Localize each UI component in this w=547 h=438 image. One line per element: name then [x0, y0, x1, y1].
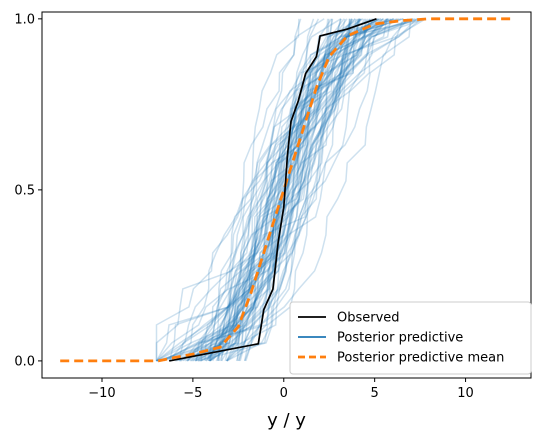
posterior-draw-line [180, 18, 325, 362]
observed-layer [169, 17, 377, 362]
posterior-draw-line [209, 18, 379, 362]
y-tick-label: 1.0 [14, 12, 35, 27]
posterior-draw-line [226, 18, 365, 362]
posterior-draw-line [156, 18, 364, 362]
posterior-draw-line [156, 18, 395, 362]
posterior-mean-line [60, 17, 515, 363]
posterior-draw-line [238, 18, 388, 362]
posterior-draw-line [186, 18, 414, 362]
x-tick-label: 5 [371, 386, 379, 401]
posterior-draw-line [186, 18, 351, 362]
posterior-predictive-draws [155, 18, 426, 362]
posterior-draw-line [197, 18, 426, 362]
posterior-draw-line [243, 18, 422, 362]
posterior-draw-line [196, 18, 353, 362]
plot-frame [41, 11, 532, 379]
posterior-mean-layer [60, 17, 515, 363]
observed-line [169, 17, 377, 362]
posterior-draw-line [209, 18, 392, 361]
x-tick-label: 0 [280, 386, 288, 401]
posterior-draw-line [224, 18, 342, 362]
posterior-draw-line [217, 18, 366, 361]
posterior-draw-line [218, 18, 362, 361]
posterior-draw-line [192, 18, 348, 362]
y-tick-label: 0.0 [14, 354, 35, 369]
posterior-draw-line [155, 18, 404, 362]
posterior-draw-line [207, 18, 300, 362]
posterior-draw-line [208, 18, 414, 362]
posterior-draw-line [168, 18, 379, 362]
x-tick-label: −10 [88, 386, 115, 401]
posterior-draw-line [226, 18, 353, 362]
posterior-draw-line [194, 18, 391, 362]
posterior-draw-line [195, 18, 360, 362]
posterior-draw-line [209, 18, 426, 362]
posterior-draw-line [215, 18, 399, 362]
posterior-draw-line [208, 18, 389, 362]
posterior-draw-line [226, 18, 350, 362]
posterior-draw-line [200, 18, 342, 361]
posterior-draw-line [158, 18, 416, 362]
legend-label-posterior-mean: Posterior predictive mean [337, 351, 504, 366]
posterior-draw-line [245, 18, 394, 362]
posterior-draw-line [155, 18, 395, 361]
posterior-draw-line [204, 18, 342, 361]
posterior-draw-line [199, 18, 384, 362]
x-axis-label: y / y [267, 410, 306, 431]
posterior-draw-line [160, 18, 329, 362]
x-tick-label: 10 [457, 386, 474, 401]
legend: Observed Posterior predictive Posterior … [289, 301, 532, 375]
x-tick-label: −5 [183, 386, 202, 401]
posterior-draw-line [155, 18, 385, 361]
posterior-draw-line [187, 18, 412, 362]
posterior-draw-line [226, 18, 375, 362]
posterior-draw-line [216, 18, 333, 361]
posterior-draw-line [205, 18, 356, 362]
posterior-draw-line [168, 18, 357, 362]
posterior-draw-line [195, 18, 390, 362]
posterior-draw-line [186, 18, 418, 362]
posterior-draw-line [244, 18, 388, 362]
x-axis: −10 −5 0 5 10 [88, 378, 474, 401]
posterior-draw-line [205, 18, 361, 362]
posterior-draw-line [207, 18, 388, 362]
posterior-draw-line [179, 18, 360, 362]
posterior-draw-line [235, 18, 346, 362]
posterior-draw-line [220, 18, 320, 361]
legend-box [289, 301, 532, 375]
posterior-draw-line [198, 18, 351, 362]
posterior-draw-line [200, 18, 369, 362]
posterior-draw-line [191, 18, 404, 362]
posterior-draw-line [176, 18, 380, 362]
legend-label-posterior-predictive: Posterior predictive [337, 331, 463, 346]
posterior-draw-line [178, 18, 353, 362]
y-tick-label: 0.5 [14, 183, 35, 198]
y-axis: 0.0 0.5 1.0 [14, 12, 42, 369]
posterior-draw-line [226, 18, 398, 362]
posterior-draw-line [220, 18, 381, 362]
posterior-draw-line [208, 18, 302, 362]
legend-label-observed: Observed [337, 311, 400, 326]
posterior-draw-line [237, 18, 367, 362]
posterior-draw-line [177, 18, 334, 362]
posterior-draw-line [160, 18, 409, 362]
posterior-draw-line [197, 18, 363, 362]
posterior-draw-line [189, 18, 418, 362]
